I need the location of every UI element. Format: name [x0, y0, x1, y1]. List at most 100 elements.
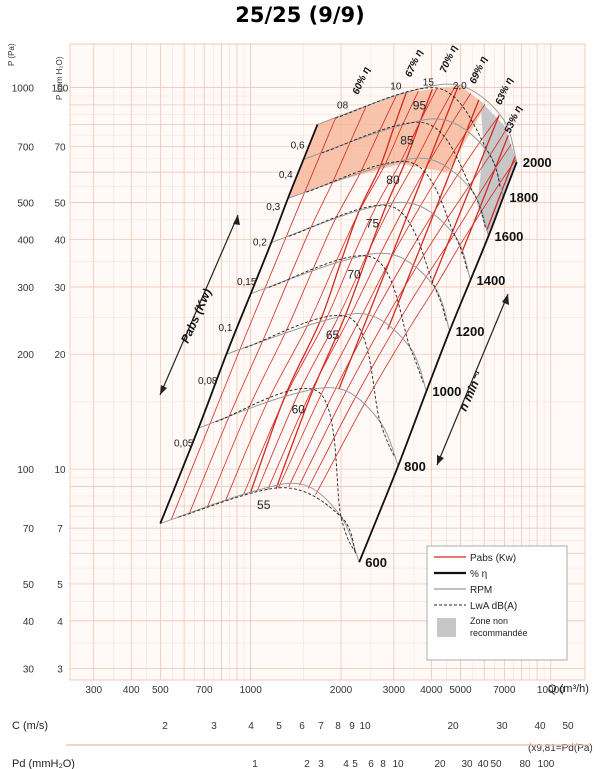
rpm-curve: [226, 313, 427, 392]
legend-rpm: RPM: [470, 585, 492, 596]
power-line: [188, 106, 367, 514]
high-speed-zone: [287, 85, 486, 199]
velocity-tick: 3: [211, 721, 217, 732]
velocity-tick: 10: [359, 721, 371, 732]
y-tick-mm: 5: [57, 580, 63, 591]
y-tick-pa: 300: [17, 283, 34, 294]
power-label: 0,08: [198, 376, 218, 387]
y-tick-pa: 700: [17, 143, 34, 154]
legend-sound: LwA dB(A): [470, 601, 517, 612]
power-label: 0,1: [218, 323, 232, 334]
velocity-tick: 6: [299, 721, 305, 732]
rpm-curve: [303, 118, 504, 197]
x-tick: 400: [123, 685, 140, 696]
sound-curves: [178, 87, 501, 554]
y-tick-mm: 3: [57, 665, 63, 676]
efficiency-line: [338, 85, 459, 390]
y-tick-pa: 200: [17, 350, 34, 361]
sound-curve: [306, 160, 468, 272]
pressure-tick: 3: [318, 759, 324, 769]
rpm-label: 1400: [476, 273, 505, 288]
y-tick-mm: 70: [54, 143, 66, 154]
power-label: 0,05: [174, 438, 194, 449]
x-tick: 7000: [493, 685, 516, 696]
rpm-curve: [198, 387, 399, 466]
power-label: 2,0: [453, 81, 467, 92]
y-axis-label-pa: P (Pa): [7, 43, 16, 66]
sound-label: 80: [386, 173, 400, 187]
y-axis-label-mm: P (mm H₂O): [55, 56, 64, 100]
y-tick-mm: 10: [54, 465, 66, 476]
rpm-label: 2000: [523, 155, 552, 170]
sound-curve: [335, 87, 501, 189]
sound-label: 65: [326, 328, 340, 342]
y-tick-pa: 40: [23, 617, 35, 628]
x-tick: 300: [85, 685, 102, 696]
velocity-tick: 8: [335, 721, 341, 732]
x-tick: 4000: [420, 685, 443, 696]
y-tick-pa: 500: [17, 198, 34, 209]
x-tick: 1000: [240, 685, 263, 696]
power-label: 08: [337, 101, 349, 112]
sound-curve: [178, 487, 357, 554]
velocity-tick: 30: [496, 721, 508, 732]
velocity-tick: 4: [248, 721, 254, 732]
power-lines: [170, 85, 517, 520]
power-label: 10: [390, 82, 402, 93]
sound-curve: [288, 204, 448, 323]
y-tick-mm: 4: [57, 617, 63, 628]
pressure-tick: 1: [252, 759, 258, 769]
y-tick-pa: 30: [23, 665, 35, 676]
pressure-tick: 80: [519, 759, 531, 769]
efficiency-line: [460, 135, 509, 254]
pressure-tick: 2: [304, 759, 310, 769]
sound-label: 75: [366, 217, 380, 231]
x-tick: 5000: [449, 685, 472, 696]
velocity-tick: 50: [562, 721, 574, 732]
legend-zone-swatch: [437, 618, 456, 637]
y-tick-mm: 30: [54, 283, 66, 294]
y-tick-mm: 20: [54, 350, 66, 361]
legend-pabs: Pabs (Kw): [470, 553, 516, 564]
velocity-tick: 7: [318, 721, 324, 732]
legend-zone-line2: recommandée: [470, 628, 528, 638]
y-tick-mm: 100: [52, 83, 69, 94]
x-tick: 700: [196, 685, 213, 696]
velocity-tick: 5: [276, 721, 282, 732]
legend-efficiency: % η: [470, 569, 487, 580]
rpm-label: 800: [404, 459, 426, 474]
rpm-label: 600: [365, 555, 387, 570]
pressure-scale-label: Pd (mmH₂O): [12, 758, 75, 769]
pressure-tick: 10: [392, 759, 404, 769]
y-tick-pa: 100: [17, 465, 34, 476]
sound-label: 70: [347, 268, 361, 282]
velocity-tick: 9: [349, 721, 355, 732]
power-line: [298, 129, 507, 486]
rpm-label: 1600: [494, 229, 523, 244]
pressure-tick: 50: [490, 759, 502, 769]
rpm-label: 1000: [432, 384, 461, 399]
y-axis-ticks: 30 3 40 4 50 5 70 7 100 10 200 20 300 30 400 40 500 50 700…: [12, 83, 69, 675]
rpm-label: 1200: [456, 324, 485, 339]
sound-curve: [268, 255, 424, 383]
legend: Pabs (Kw) % η RPM LwA dB(A) Zone non rec…: [426, 545, 568, 661]
power-line: [206, 96, 397, 508]
power-line: [267, 93, 472, 490]
y-tick-pa: 400: [17, 235, 34, 246]
y-tick-pa: 50: [23, 580, 35, 591]
power-label: 0,2: [253, 237, 267, 248]
power-label: 0,15: [237, 277, 257, 288]
power-label: 0,6: [291, 141, 305, 152]
sound-curve: [244, 315, 396, 458]
pressure-tick: 6: [368, 759, 374, 769]
sound-label: 95: [413, 99, 427, 113]
pressure-tick: 40: [477, 759, 489, 769]
pressure-tick: 20: [434, 759, 446, 769]
power-label: 15: [423, 77, 435, 88]
legend-zone-line1: Zone non: [470, 616, 508, 626]
rpm-curve: [160, 482, 360, 563]
velocity-tick: 20: [447, 721, 459, 732]
rpm-curve: [250, 252, 451, 332]
pressure-tick: 30: [461, 759, 473, 769]
pressure-scale-note: (x9,81=Pd(Pa): [528, 743, 593, 754]
